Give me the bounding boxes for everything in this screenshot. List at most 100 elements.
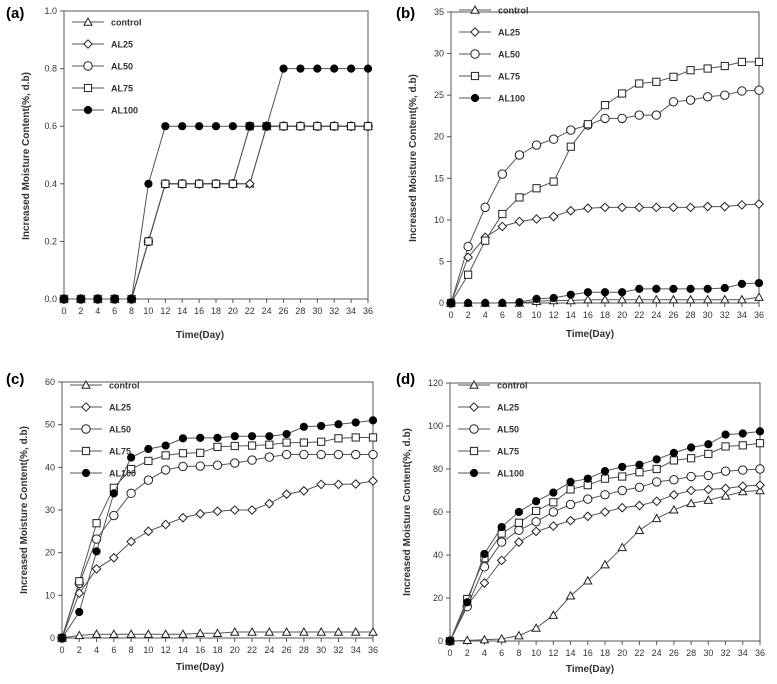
panel-1-xtick-label: 10 [143, 306, 153, 316]
panel-2-series-control-point [634, 294, 645, 304]
panel-4-xtick-label: 32 [721, 648, 731, 658]
panel-3-series-al100-point [334, 420, 343, 429]
panel-2-y-axis-title: Increased Moisture Content(%, d.b) [408, 74, 419, 242]
panel-1-series-al100 [59, 64, 373, 304]
panel-2-ytick-label: 10 [434, 215, 444, 225]
panel-4-series-al50-point [651, 477, 662, 487]
panel-3-xtick-label: 4 [94, 645, 99, 655]
panel-3-xtick-label: 16 [195, 645, 205, 655]
panel-2-series-al75-point [515, 193, 524, 202]
panel-4-series-al25-point [634, 500, 645, 511]
panel-2-legend-label-control: control [498, 6, 529, 16]
panel-2-legend-label-al25: AL25 [498, 28, 520, 38]
panel-1-series-al100-point [110, 294, 119, 304]
panel-2-xtick-label: 10 [532, 310, 542, 320]
panel-4-series-control-point [755, 485, 765, 495]
panel-2-series-al25-point [497, 221, 508, 232]
panel-2-series-al25-point [668, 202, 679, 213]
panel-3-legend-marker-al75 [81, 446, 91, 456]
panel-2-legend-marker-al25 [470, 27, 480, 37]
panel-3-legend-marker-control [81, 379, 91, 389]
panel-4-series-control-point [548, 610, 559, 619]
panel-3-series-al75-point [265, 440, 274, 449]
panel-1-ytick-label: 0.8 [44, 64, 57, 74]
panel-4-xtick-label: 0 [447, 648, 452, 658]
panel-2-xtick-label: 12 [549, 310, 559, 320]
panel-3-legend: control AL25 AL50 AL75 AL100 [70, 379, 140, 479]
panel-1-legend-marker-al50 [83, 61, 93, 71]
panel-1-xtick-label: 6 [112, 306, 117, 316]
panel-4-series-al25-point [531, 526, 542, 537]
panel-1-xtick-label: 20 [228, 306, 238, 316]
panel-2-series-al100-point [754, 278, 764, 288]
panel-2-series-al100-point [618, 288, 627, 297]
panel-3-series-al100-point [178, 434, 188, 443]
panel-3-series-al100-point [299, 422, 308, 431]
panel-4-series-al50-point [669, 475, 679, 485]
panel-2-legend-marker-control [470, 4, 480, 14]
panel-4-series-al100-point [704, 440, 713, 449]
panel-3-series-al50-point [351, 449, 361, 460]
panel-4-series-al25-point [617, 502, 628, 513]
panel-2-xtick-label: 36 [754, 310, 764, 320]
panel-3-series-al50-line [61, 454, 373, 639]
panel-3-series-control-point [108, 629, 119, 638]
panel-1-x-axis-title: Time(Day) [176, 330, 224, 341]
panel-3-series-al100-point [57, 633, 67, 643]
panel-3-series-al100-point [351, 418, 360, 427]
panel-1-series-al75-point [279, 122, 288, 131]
panel-2-series-al50-point [754, 85, 764, 95]
panel-4-y-axis-title: Increased Moisture Content(%, d.b) [402, 428, 413, 596]
panel-4-x-axis-title: Time(Day) [566, 664, 614, 675]
panel-4-series-al50-point [686, 471, 696, 482]
panel-2-xtick-label: 34 [737, 310, 747, 320]
panel-2-series-al75-point [720, 61, 729, 71]
panel-3-series-al25 [57, 476, 378, 643]
panel-4-legend-label-control: control [497, 381, 528, 391]
panel-4-series-al50-point [514, 525, 524, 535]
panel-2-series-al75-point [464, 270, 473, 279]
panel-1-y-axis-title: Increased Moisture Content(%, d.b) [21, 72, 32, 240]
panel-3-series-al25-point [350, 479, 361, 489]
panel-2-xtick-label: 0 [448, 310, 453, 320]
panel-4-series-control-point [720, 490, 731, 500]
panel-1-label: (a) [6, 5, 24, 22]
panel-2-series-al50-point [651, 110, 662, 120]
panel-3-legend-label-al50: AL50 [109, 425, 131, 435]
panel-3-ytick-label: 10 [45, 590, 55, 600]
panel-1-series-al100-point [127, 294, 136, 304]
panel-3-series-al100-point [247, 432, 257, 441]
panel-3-series-al75-point [230, 441, 239, 451]
panel-3-series-al50-point [195, 461, 205, 471]
panel-3-ytick-label: 30 [45, 505, 55, 515]
panel-1-series-al100-point [161, 122, 170, 131]
panel-3-series-al25-point [333, 479, 344, 490]
panel-4-series-control-point [686, 498, 696, 508]
panel-1-series-al100-point [296, 64, 305, 73]
panel-4-series-al75-point [738, 441, 747, 450]
panel-4-series-al100-point [445, 636, 455, 646]
panel-1-series-al50 [59, 121, 373, 304]
panel-2-series-al50-point [600, 113, 610, 124]
panel-3-series-control-point [299, 626, 309, 636]
panel-1-ytick-label: 0.2 [44, 236, 57, 246]
panel-4-legend-label-al75: AL75 [497, 447, 519, 457]
panel-3-xtick-label: 6 [111, 645, 116, 655]
panel-4-series-al100-point [549, 488, 558, 497]
panel-1-plot-frame [63, 10, 369, 300]
panel-1-xtick-label: 0 [61, 306, 66, 316]
panel-4-xtick-label: 22 [634, 648, 644, 658]
panel-3-series-control-point [229, 626, 240, 636]
panel-4-xtick-label: 10 [531, 648, 541, 658]
panel-3-series-al50-point [316, 449, 326, 460]
panel-4-series-al25-point [686, 485, 697, 496]
panel-4-series-al25 [445, 480, 765, 646]
panel-4-legend-label-al50: AL50 [497, 425, 519, 435]
panel-4-legend-label-al100: AL100 [497, 469, 524, 479]
panel-2-xtick-label: 24 [651, 310, 661, 320]
panel-3-series-al75-point [178, 449, 188, 458]
panel-4-series-al25-point [703, 484, 714, 495]
panel-4-series-al25-point [668, 489, 679, 500]
panel-4-series-al25-point [600, 507, 610, 517]
